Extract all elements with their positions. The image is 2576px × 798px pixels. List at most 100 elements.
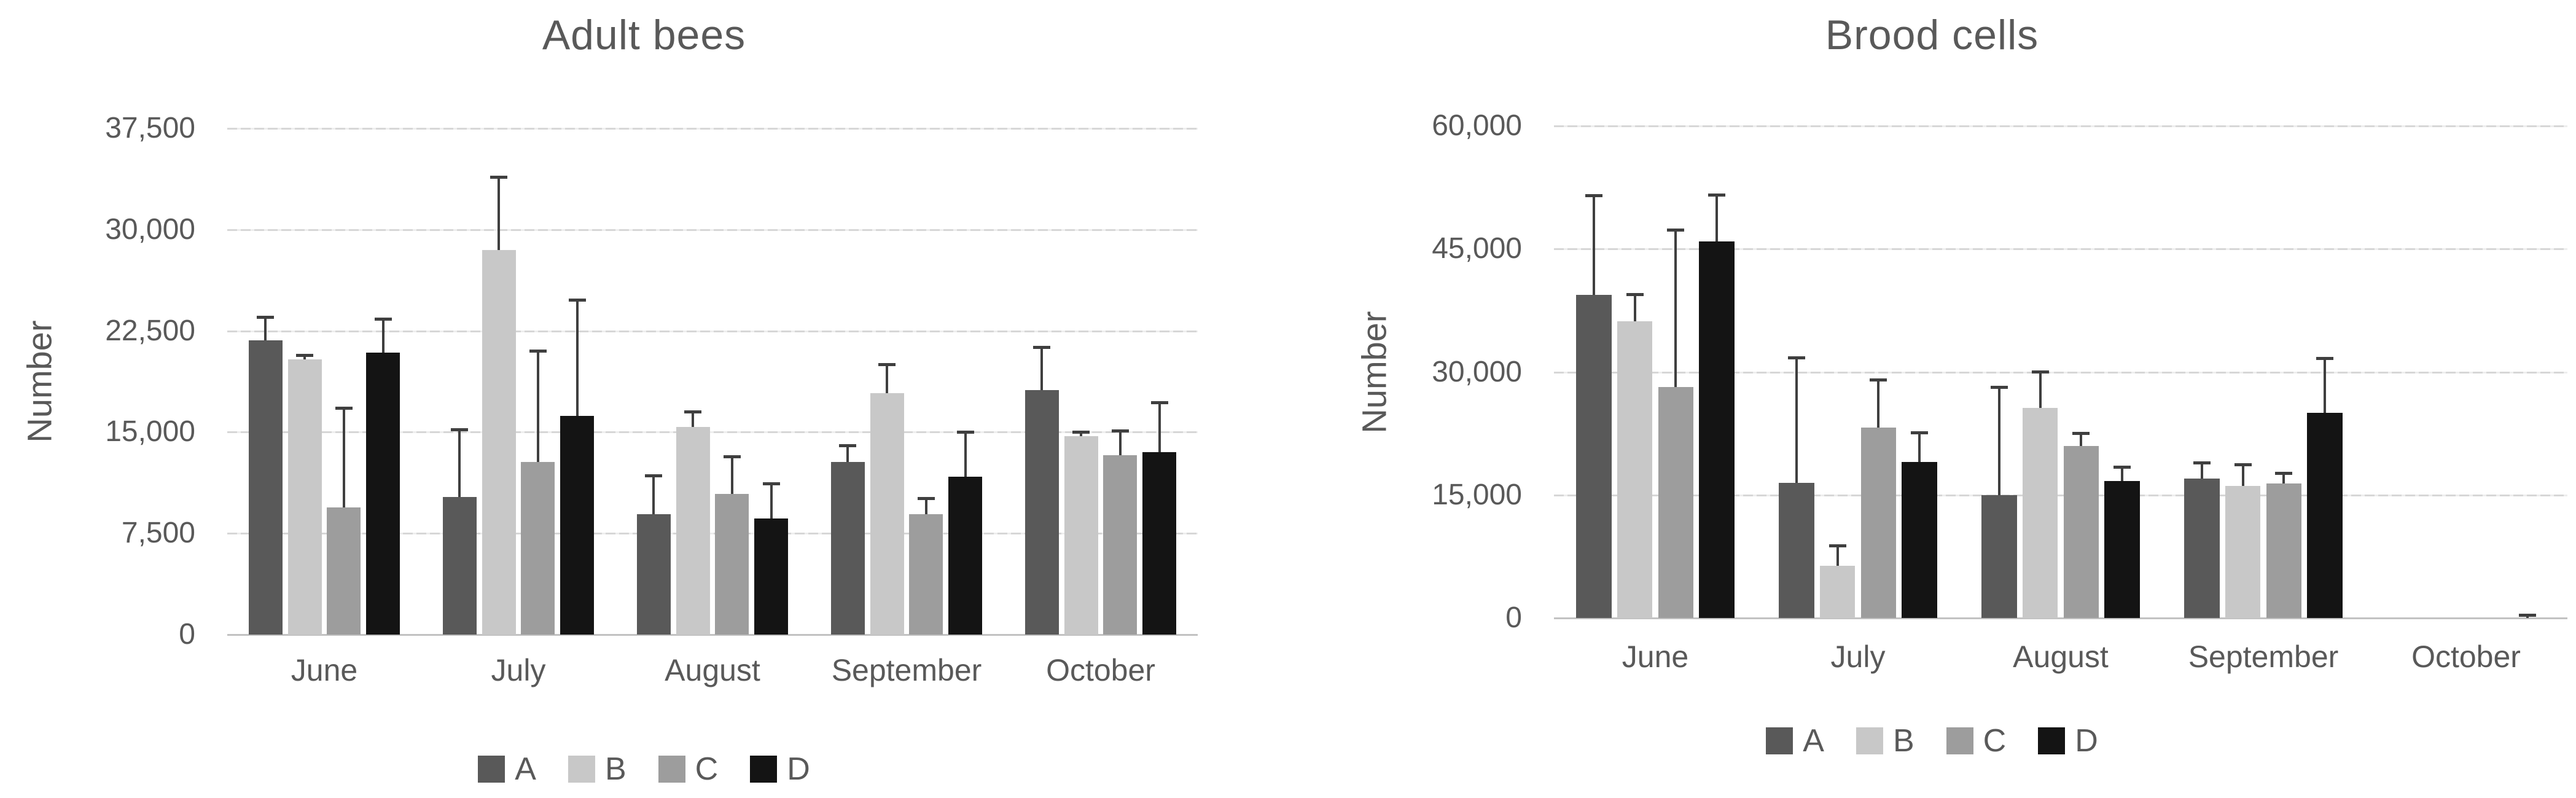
error-bar-cap: [956, 431, 974, 434]
error-bar-stem: [2080, 431, 2083, 446]
bar-B-June: [287, 359, 322, 635]
x-axis-label-June: June: [1622, 640, 1689, 674]
error-bar-cap: [529, 350, 547, 353]
error-bar-cap: [1111, 429, 1129, 433]
error-bar-cap: [1991, 386, 2008, 389]
error-bar-cap: [839, 444, 857, 448]
bar-C-September: [909, 514, 943, 635]
bar-C-July: [1860, 428, 1897, 618]
error-bar-stem: [1795, 356, 1798, 483]
bar-A-June: [248, 340, 283, 635]
error-bar-cap: [2031, 370, 2049, 374]
error-bar-D-October: [1150, 401, 1168, 453]
error-bar-B-September: [878, 363, 896, 393]
chart-adult-bees: Adult bees Number 0 7,500 15,000 22,500 30,0…: [20, 12, 1198, 788]
x-axis-label-September: September: [2188, 640, 2339, 674]
legend-label: C: [1983, 723, 2007, 759]
y-tick-label: 37,500: [105, 112, 195, 144]
bar-D-September: [2307, 413, 2343, 618]
error-bar-stem: [1877, 378, 1880, 428]
error-bar-D-September: [956, 431, 974, 477]
error-bar-cap: [1667, 228, 1685, 232]
error-bar-stem: [498, 175, 501, 250]
x-axis-label-August: August: [2013, 640, 2109, 674]
bar-A-July: [442, 496, 477, 635]
legend-item-D: D: [750, 751, 810, 788]
error-bar-stem: [2039, 370, 2042, 409]
y-tick-label: 0: [179, 618, 195, 651]
y-tick-label: 7,500: [121, 517, 195, 550]
error-bar-D-August: [762, 482, 780, 519]
y-tick-label: 60,000: [1432, 109, 1522, 142]
y-tick-label: 45,000: [1432, 232, 1522, 265]
bar-B-September: [870, 393, 904, 635]
error-bar-stem: [652, 474, 655, 515]
error-bar-cap: [1033, 345, 1051, 349]
error-bar-D-July: [568, 298, 586, 417]
bar-B-September: [2225, 486, 2261, 618]
legend-label: C: [695, 751, 719, 787]
gridline: [1554, 617, 2567, 619]
error-bar-C-June: [1667, 228, 1685, 387]
bar-A-September: [2184, 479, 2220, 618]
error-bar-D-June: [374, 317, 392, 353]
plot-area: [1554, 125, 2567, 619]
error-bar-stem: [692, 410, 695, 427]
error-bar-cap: [451, 428, 469, 431]
legend-swatch-A: [478, 756, 505, 783]
error-bar-B-August: [684, 410, 702, 427]
bar-A-July: [1779, 482, 1814, 618]
error-bar-stem: [2120, 465, 2123, 482]
plot-area: [227, 128, 1198, 636]
error-bar-cap: [335, 406, 353, 410]
y-tick-label: 15,000: [105, 415, 195, 448]
bar-C-June: [1658, 386, 1694, 618]
error-bar-cap: [374, 317, 392, 321]
bar-C-July: [521, 461, 555, 635]
error-bar-cap: [1626, 293, 1644, 297]
error-bar-A-September: [2193, 461, 2211, 479]
error-bar-cap: [762, 482, 780, 485]
error-bar-cap: [917, 496, 935, 500]
legend-swatch-C: [658, 756, 685, 783]
error-bar-stem: [1040, 345, 1044, 391]
chart-title: Brood cells: [1825, 12, 2039, 58]
gridline: [1554, 248, 2567, 251]
bar-D-June: [366, 352, 400, 635]
error-bar-stem: [2282, 472, 2285, 484]
gridline: [227, 229, 1198, 231]
error-bar-D-September: [2316, 357, 2333, 413]
bar-D-August: [2104, 481, 2140, 618]
gridline: [1554, 125, 2567, 127]
error-bar-A-September: [839, 444, 857, 462]
error-bar-C-August: [723, 455, 741, 495]
legend-item-A: A: [1766, 722, 1824, 759]
error-bar-cap: [2316, 357, 2333, 361]
error-bar-cap: [1585, 194, 1603, 197]
chart-brood-cells: Brood cells Number 0 15,000 30,000 45,000 60…: [1288, 0, 2576, 798]
error-bar-stem: [2323, 357, 2326, 413]
legend-label: D: [787, 751, 810, 787]
error-bar-stem: [458, 428, 461, 497]
error-bar-stem: [1633, 293, 1636, 321]
x-axis-label-October: October: [2411, 640, 2521, 674]
bar-A-August: [1981, 495, 2017, 618]
y-tick-label: 0: [1505, 601, 1522, 634]
x-axis-label-June: June: [291, 653, 358, 687]
error-bar-D-August: [2113, 465, 2131, 482]
gridline: [227, 330, 1198, 332]
error-bar-cap: [1910, 431, 1928, 434]
error-bar-cap: [2275, 472, 2293, 475]
error-bar-cap: [2072, 431, 2090, 435]
error-bar-C-June: [335, 406, 353, 508]
bar-D-September: [948, 476, 983, 635]
bar-C-September: [2266, 483, 2302, 618]
error-bar-C-September: [917, 496, 935, 515]
bar-B-October: [1064, 436, 1098, 635]
legend-label: A: [1803, 723, 1824, 759]
legend-item-D: D: [2038, 722, 2098, 759]
error-bar-cap: [723, 455, 741, 458]
legend-label: B: [604, 751, 626, 787]
error-bar-stem: [381, 317, 384, 353]
